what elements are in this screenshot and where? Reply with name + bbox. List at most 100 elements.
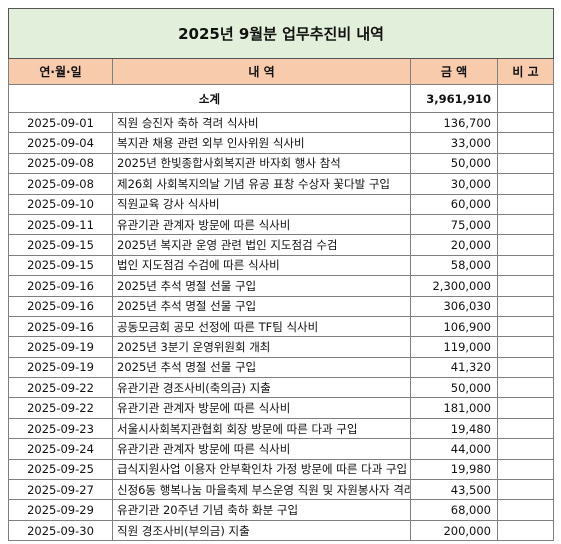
table-row: 2025-09-23 서울시사회복지관협회 회장 방문에 따른 다과 구입 19,4… — [8, 417, 555, 440]
description-cell: 법인 지도점검 수검에 따른 식사비 — [112, 254, 411, 277]
description-cell: 2025년 추석 명절 선물 구입 — [112, 275, 411, 297]
note-cell — [496, 213, 555, 236]
table-row: 2025-09-19 2025년 추석 명절 선물 구입 41,320 — [8, 356, 555, 379]
date-cell: 2025-09-15 — [8, 254, 113, 277]
date-cell: 2025-09-16 — [8, 295, 113, 317]
description-cell: 직원 경조사비(부의금) 지출 — [112, 519, 411, 542]
date-cell: 2025-09-15 — [8, 234, 113, 256]
amount-cell: 75,000 — [410, 213, 498, 236]
description-cell: 신정6동 행복나눔 마을축제 부스운영 직원 및 자원봉사자 격려 — [112, 479, 411, 501]
table-body: 2025-09-01 직원 승진자 축하 격려 식사비 136,700 2025-09… — [8, 111, 555, 542]
header-cell: 내 역 — [112, 58, 411, 85]
amount-cell: 30,000 — [410, 173, 498, 195]
date-cell: 2025-09-10 — [8, 193, 113, 215]
date-cell: 2025-09-08 — [8, 173, 113, 195]
table-row: 2025-09-11 유관기관 관계자 방문에 따른 식사비 75,000 — [8, 213, 555, 236]
table-row: 2025-09-30 직원 경조사비(부의금) 지출 200,000 — [8, 519, 555, 542]
date-cell: 2025-09-25 — [8, 458, 113, 481]
table-row: 2025-09-08 2025년 한빛종합사회복지관 바자회 행사 참석 50,00… — [8, 152, 555, 175]
note-cell — [496, 111, 555, 134]
date-cell: 2025-09-16 — [8, 315, 113, 338]
table-row: 2025-09-24 유관기관 관계자 방문에 따른 식사비 44,000 — [8, 438, 555, 460]
date-cell: 2025-09-08 — [8, 152, 113, 175]
note-cell — [496, 356, 555, 379]
amount-cell: 19,480 — [410, 417, 498, 440]
amount-cell: 106,900 — [410, 315, 498, 338]
note-cell — [496, 499, 555, 521]
description-cell: 제26회 사회복지의날 기념 유공 표창 수상자 꽃다발 구입 — [112, 173, 411, 195]
amount-cell: 136,700 — [410, 111, 498, 134]
table-title: 2025년 9월분 업무추진비 내역 — [7, 8, 555, 59]
note-cell — [496, 519, 555, 542]
table-row: 2025-09-16 2025년 추석 명절 선물 구입 306,030 — [8, 295, 555, 317]
header-cell: 금 액 — [410, 58, 498, 85]
amount-cell: 2,300,000 — [410, 275, 498, 297]
table-row: 2025-09-22 유관기관 경조사비(축의금) 지출 50,000 — [8, 377, 555, 399]
note-cell — [496, 254, 555, 277]
note-cell — [496, 152, 555, 175]
amount-cell: 306,030 — [410, 295, 498, 317]
date-cell: 2025-09-29 — [8, 499, 113, 521]
amount-cell: 60,000 — [410, 193, 498, 215]
table-row: 2025-09-15 2025년 복지관 운영 관련 법인 지도점검 수검 20,0… — [8, 234, 555, 256]
note-cell — [496, 417, 555, 440]
note-cell — [496, 84, 555, 113]
date-cell: 2025-09-19 — [8, 356, 113, 379]
table-row: 2025-09-15 법인 지도점검 수검에 따른 식사비 58,000 — [8, 254, 555, 277]
date-cell: 2025-09-16 — [8, 275, 113, 297]
amount-cell: 41,320 — [410, 356, 498, 379]
subtotal-label: 소계 — [8, 84, 411, 113]
note-cell — [496, 173, 555, 195]
description-cell: 유관기관 관계자 방문에 따른 식사비 — [112, 397, 411, 419]
amount-cell: 119,000 — [410, 336, 498, 358]
description-cell: 2025년 추석 명절 선물 구입 — [112, 356, 411, 379]
description-cell: 유관기관 20주년 기념 축하 화분 구입 — [112, 499, 411, 521]
date-cell: 2025-09-23 — [8, 417, 113, 440]
note-cell — [496, 275, 555, 297]
table-row: 2025-09-19 2025년 3분기 운영위원회 개최 119,000 — [8, 336, 555, 358]
subtotal-amount: 3,961,910 — [410, 84, 498, 113]
date-cell: 2025-09-22 — [8, 377, 113, 399]
header-row: 연·월·일 내 역 금 액 비 고 — [8, 58, 555, 85]
table-row: 2025-09-01 직원 승진자 축하 격려 식사비 136,700 — [8, 111, 555, 134]
note-cell — [496, 438, 555, 460]
date-cell: 2025-09-04 — [8, 132, 113, 154]
date-cell: 2025-09-22 — [8, 397, 113, 419]
document: 2025년 9월분 업무추진비 내역 연·월·일 내 역 금 액 비 고 소계 … — [7, 8, 555, 542]
note-cell — [496, 234, 555, 256]
note-cell — [496, 479, 555, 501]
note-cell — [496, 377, 555, 399]
amount-cell: 50,000 — [410, 377, 498, 399]
amount-cell: 58,000 — [410, 254, 498, 277]
note-cell — [496, 458, 555, 481]
header-cell: 연·월·일 — [8, 58, 113, 85]
description-cell: 2025년 복지관 운영 관련 법인 지도점검 수검 — [112, 234, 411, 256]
date-cell: 2025-09-11 — [8, 213, 113, 236]
description-cell: 직원 승진자 축하 격려 식사비 — [112, 111, 411, 134]
note-cell — [496, 193, 555, 215]
expense-table: 2025년 9월분 업무추진비 내역 연·월·일 내 역 금 액 비 고 소계 … — [7, 8, 555, 542]
description-cell: 공동모금회 공모 선정에 따른 TF팀 식사비 — [112, 315, 411, 338]
description-cell: 유관기관 관계자 방문에 따른 식사비 — [112, 438, 411, 460]
description-cell: 유관기관 관계자 방문에 따른 식사비 — [112, 213, 411, 236]
description-cell: 유관기관 경조사비(축의금) 지출 — [112, 377, 411, 399]
description-cell: 복지관 채용 관련 외부 인사위원 식사비 — [112, 132, 411, 154]
header-cell: 비 고 — [496, 58, 555, 85]
amount-cell: 44,000 — [410, 438, 498, 460]
note-cell — [496, 295, 555, 317]
amount-cell: 43,500 — [410, 479, 498, 501]
note-cell — [496, 336, 555, 358]
date-cell: 2025-09-01 — [8, 111, 113, 134]
amount-cell: 200,000 — [410, 519, 498, 542]
description-cell: 2025년 3분기 운영위원회 개최 — [112, 336, 411, 358]
date-cell: 2025-09-24 — [8, 438, 113, 460]
date-cell: 2025-09-19 — [8, 336, 113, 358]
date-cell: 2025-09-30 — [8, 519, 113, 542]
table-row: 2025-09-25 급식지원사업 이용자 안부확인차 가정 방문에 따른 다과 … — [8, 458, 555, 481]
table-row: 2025-09-10 직원교육 강사 식사비 60,000 — [8, 193, 555, 215]
amount-cell: 20,000 — [410, 234, 498, 256]
table-row: 2025-09-22 유관기관 관계자 방문에 따른 식사비 181,000 — [8, 397, 555, 419]
amount-cell: 181,000 — [410, 397, 498, 419]
date-cell: 2025-09-27 — [8, 479, 113, 501]
